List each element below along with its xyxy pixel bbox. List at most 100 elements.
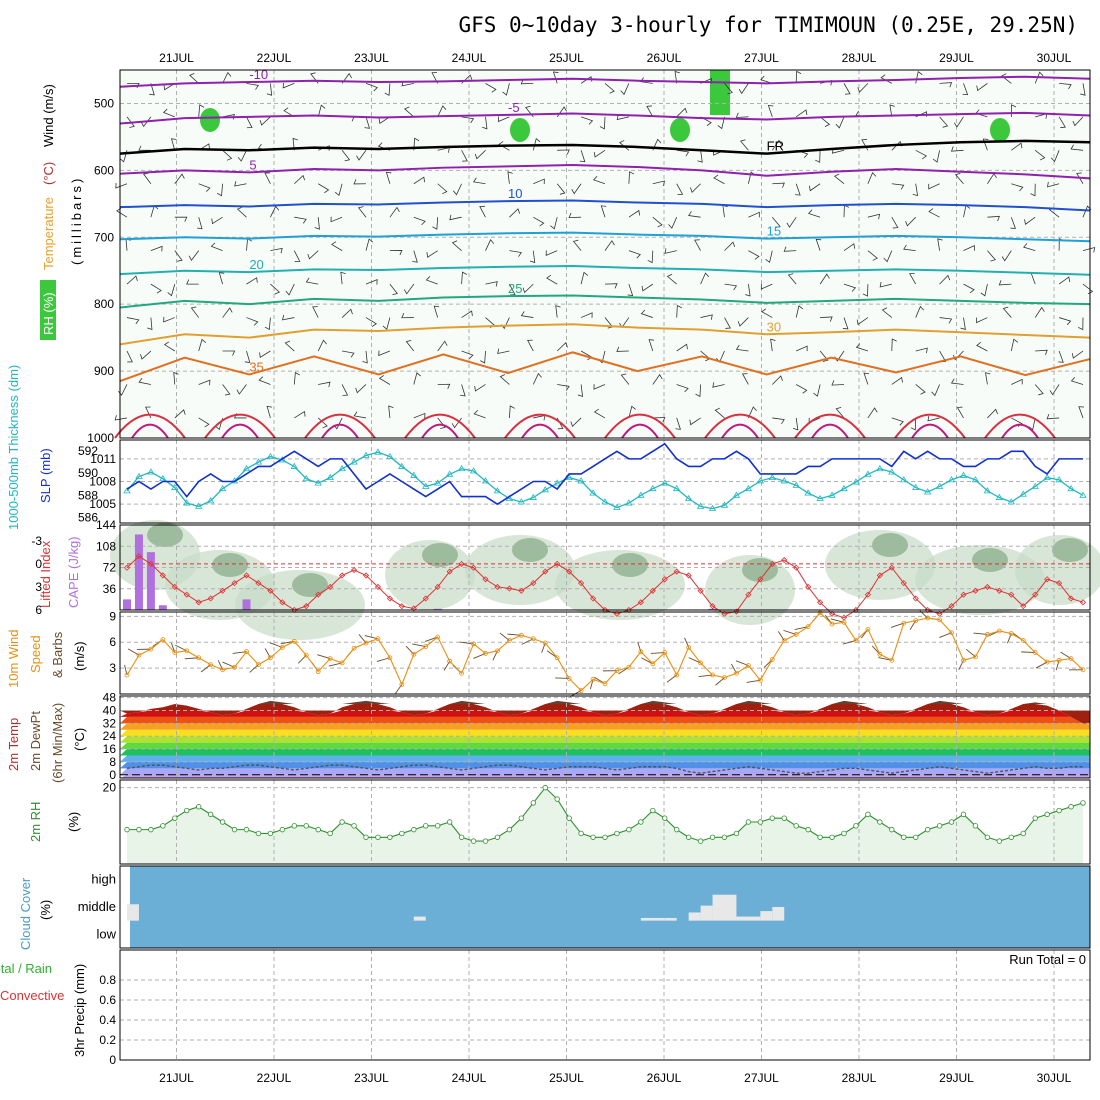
wind-barb xyxy=(915,305,925,318)
lifted-index-point xyxy=(506,585,513,592)
thickness-point xyxy=(661,479,669,486)
wind-barb xyxy=(357,206,367,218)
thickness-point xyxy=(194,502,203,509)
wind-barb xyxy=(579,150,586,163)
rh2m-point xyxy=(554,796,560,802)
thickness-point xyxy=(1031,482,1039,489)
wind-barb xyxy=(835,407,845,419)
wind-barb xyxy=(939,274,951,285)
wind10m-speed-series xyxy=(124,610,1086,693)
wind-barb xyxy=(676,107,688,118)
bottom-date-label: 23JUL xyxy=(354,1071,389,1085)
thickness-point xyxy=(1019,490,1027,497)
wind-barb xyxy=(856,317,869,326)
rh2m-point xyxy=(1020,830,1026,837)
svg-text:SLP (mb): SLP (mb) xyxy=(38,448,53,503)
wind10m-point xyxy=(757,677,763,683)
rh2m-point xyxy=(195,804,202,810)
wind-barb xyxy=(646,105,654,118)
slp-line xyxy=(126,442,1083,506)
lifted-index-point xyxy=(159,572,166,579)
wind-barb xyxy=(600,205,607,218)
rh2m-series xyxy=(124,784,1086,844)
wind-barb xyxy=(627,283,634,296)
wind-barb xyxy=(760,283,773,290)
thickness-point xyxy=(374,448,382,455)
isotherm-hot xyxy=(131,423,169,439)
wind-barb xyxy=(915,149,928,160)
thickness-point xyxy=(314,479,322,486)
wind10m-point xyxy=(829,621,835,627)
rh2m-point xyxy=(913,834,919,840)
wind-barb xyxy=(932,150,940,163)
thickness-point xyxy=(433,479,442,486)
wind-barb xyxy=(461,150,468,162)
wind-barb xyxy=(480,350,486,364)
wind-barb xyxy=(341,384,349,396)
wind-barb xyxy=(497,348,510,355)
wind-barb xyxy=(150,283,162,294)
wind-barb xyxy=(593,149,606,158)
wind-barb xyxy=(954,172,964,185)
pressure-tick-label: 500 xyxy=(94,96,114,110)
wind-barb xyxy=(1071,350,1084,359)
wind-barb xyxy=(652,373,663,385)
thickness-point xyxy=(147,468,155,475)
lifted-index-point xyxy=(589,595,597,602)
wind-barb xyxy=(593,384,606,390)
wind10m-point xyxy=(148,646,154,652)
wind10m-point xyxy=(662,650,668,655)
slp-thickness-panel: 1005 1008 1011 586 588 590 592 xyxy=(78,439,1091,524)
rh2m-point xyxy=(315,826,321,833)
wind-barb xyxy=(674,70,680,84)
wind-barb xyxy=(571,183,582,195)
wind10m-point xyxy=(973,654,978,660)
svg-text:& Barbs: & Barbs xyxy=(50,631,65,678)
wind-barb xyxy=(533,178,545,185)
rh2m-point xyxy=(542,784,548,791)
thickness-point xyxy=(1007,498,1016,505)
wind10m-point xyxy=(256,662,261,668)
rh-patch-high xyxy=(510,118,530,142)
wind10m-point xyxy=(985,632,990,637)
lifted-index-point xyxy=(446,568,453,575)
wind-barb xyxy=(433,305,440,318)
rh2m-point xyxy=(279,826,286,833)
wind-barb xyxy=(960,317,966,330)
isotherm-warm xyxy=(304,413,376,439)
wind-barb xyxy=(388,405,394,418)
wind-barb xyxy=(998,280,1012,286)
wind10m-point xyxy=(1068,656,1074,662)
isotherm-35 xyxy=(119,351,1091,383)
lifted-index-tick-label: 0 xyxy=(35,557,42,571)
rh2m-point xyxy=(470,838,477,844)
thickness-point xyxy=(1055,476,1063,483)
wind-barb xyxy=(767,105,774,117)
top-date-label: 24JUL xyxy=(452,51,487,65)
wind-barb xyxy=(813,384,821,397)
wind-barb xyxy=(668,217,678,229)
cape-bar xyxy=(242,599,251,610)
temperature-band-top xyxy=(120,700,1090,705)
wind-barb xyxy=(748,250,760,260)
lifted-index-point xyxy=(996,587,1003,594)
wind-barb xyxy=(676,343,688,352)
thickness-point xyxy=(171,483,179,490)
rh2m-point xyxy=(841,830,847,837)
lifted-index-point xyxy=(769,560,776,567)
wind10m-point xyxy=(506,638,512,643)
thickness-point xyxy=(900,476,908,483)
wind-barb xyxy=(880,74,892,84)
wind10m-point xyxy=(901,620,907,626)
wind-barb xyxy=(1011,142,1023,151)
cape-bar xyxy=(158,605,167,610)
rh2m-panel: 20 xyxy=(103,779,1091,865)
wind-barb xyxy=(745,284,751,297)
rh2m-point xyxy=(590,834,596,840)
wind-barb xyxy=(222,149,233,161)
top-date-label: 28JUL xyxy=(842,51,877,65)
lifted-index-point xyxy=(434,583,441,591)
wind-barb xyxy=(412,250,418,263)
slp-tick-label: 1005 xyxy=(89,497,116,511)
wind-barb xyxy=(689,417,701,426)
